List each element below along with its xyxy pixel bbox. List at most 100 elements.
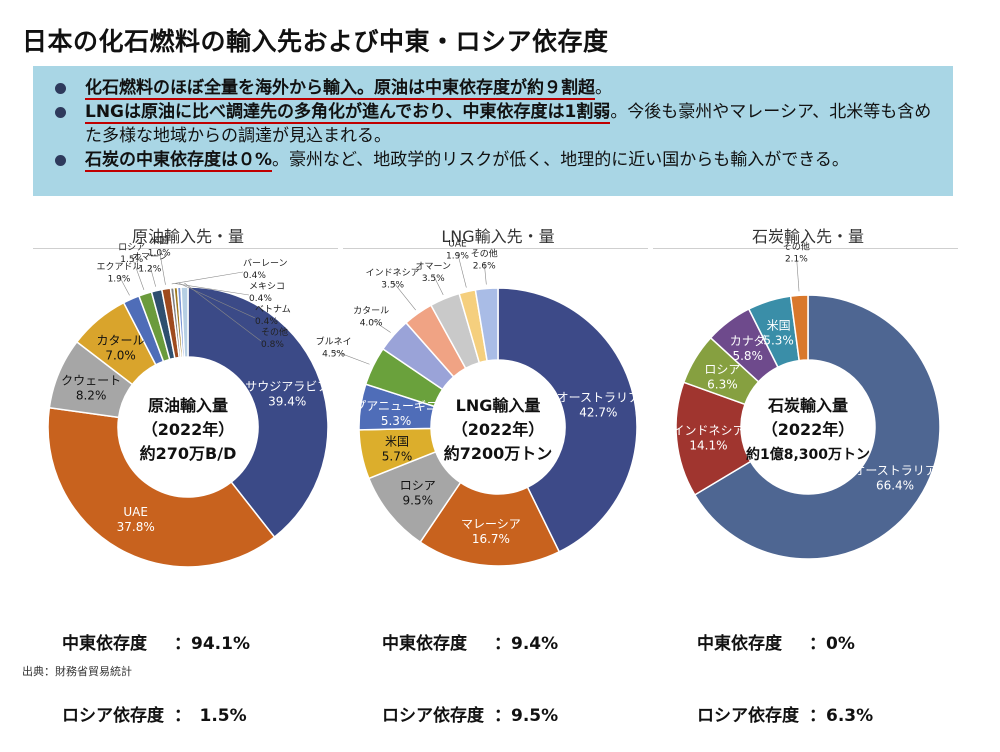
slice-label: カタール <box>97 334 145 348</box>
slice-label: その他 <box>261 326 288 338</box>
center-label: LNG輸入量 <box>456 396 541 415</box>
chart-title: 石炭輸入先・量 <box>751 227 864 246</box>
leader-line <box>457 252 467 288</box>
center-label: 約1億8,300万トン <box>746 446 870 463</box>
slice-value-label: 1.2% <box>138 264 161 274</box>
lng-chart: LNG輸入先・量 オーストラリア 42.7% マレーシア 16.7% ロシア 9.5% 米国… <box>316 220 653 580</box>
pie-slice <box>187 286 329 539</box>
russia-label: ロシア依存度 <box>62 706 164 726</box>
slice-label: 米国 <box>385 434 409 448</box>
slice-value-label: 5.8% <box>732 349 763 363</box>
slice-value-label: 3.5% <box>381 280 404 290</box>
slice-value-label: 9.5% <box>403 494 434 508</box>
slice-value-label: 1.0% <box>148 248 171 258</box>
slice-label: その他 <box>471 248 498 260</box>
pie-slice <box>789 294 809 362</box>
slice-label: UAE <box>123 505 148 519</box>
bullet-dot <box>55 83 66 94</box>
slice-label: ロシア <box>400 479 436 493</box>
bullet-text: 。今後も豪州やマレーシア、北米等も含めた多様な地域からの調達が見込まれる。 <box>85 102 932 146</box>
slice-label: サウジアラビア <box>245 380 329 394</box>
coal-dependency: 中東依存度 ：0% ロシア依存度 ：6.3% <box>697 584 873 752</box>
slice-label: オーストラリア <box>557 391 640 405</box>
leader-line <box>149 265 156 287</box>
pie-slice <box>497 287 638 553</box>
leader-line <box>370 319 391 333</box>
slice-value-label: 1.9% <box>446 252 469 262</box>
slice-value-label: 14.1% <box>689 439 727 453</box>
slice-value-label: 2.6% <box>473 262 496 272</box>
leader-line <box>131 255 145 291</box>
slice-label: ロシア <box>118 243 145 253</box>
middle-east-value: ：0% <box>809 634 855 654</box>
slice-value-label: 66.4% <box>876 478 914 492</box>
page-title: 日本の化石燃料の輸入先および中東・ロシア依存度 <box>22 27 609 56</box>
source-note: 出典：財務省貿易統計 <box>22 665 132 678</box>
slice-value-label: 6.3% <box>707 377 738 391</box>
slice-label: インドネシア <box>672 424 744 438</box>
pie-slice <box>180 286 189 358</box>
slice-value-label: 0.4% <box>249 294 272 304</box>
chart-title: LNG輸入先・量 <box>441 227 555 246</box>
slice-value-label: 42.7% <box>579 406 617 420</box>
center-label: 約7200万トン <box>444 444 553 463</box>
summary-bullet: 石炭の中東依存度は０%。豪州など、地政学的リスクが低く、地理的に近い国からも輸入… <box>55 148 939 172</box>
leader-line <box>158 249 166 285</box>
center-label: （2022年） <box>452 420 545 439</box>
slice-value-label: 37.8% <box>117 520 155 534</box>
middle-east-value: ：94.1% <box>174 634 250 654</box>
chart-title-rule <box>653 248 958 249</box>
slice-value-label: 1.9% <box>108 275 131 285</box>
slice-value-label: 16.7% <box>472 532 510 546</box>
summary-bullet: LNGは原油に比べ調達先の多角化が進んでおり、中東依存度は1割弱。今後も豪州やマ… <box>55 100 939 148</box>
slice-label: ベトナム <box>255 304 291 315</box>
lng-dependency: 中東依存度 ：9.4% ロシア依存度 ：9.5% <box>382 584 558 752</box>
leader-line <box>432 274 444 296</box>
bullet-dot <box>55 155 66 166</box>
bullet-dot <box>55 107 66 118</box>
slice-label: インドネシア <box>366 267 420 278</box>
bullet-emphasis: 化石燃料のほぼ全量を海外から輸入。原油は中東依存度が約９割超 <box>85 78 595 100</box>
slice-label: オーストラリア <box>853 463 936 477</box>
center-label: （2022年） <box>762 420 855 439</box>
bullet-emphasis: LNGは原油に比べ調達先の多角化が進んでおり、中東依存度は1割弱 <box>85 102 611 124</box>
slice-value-label: 7.0% <box>105 349 136 363</box>
bullet-text: 。 <box>595 78 612 98</box>
slice-label: パプアニューギニア <box>342 399 450 413</box>
slice-label: その他 <box>783 240 810 252</box>
slice-label: オマーン <box>415 261 451 272</box>
pie-slice <box>474 287 499 362</box>
chart-title: 原油輸入先・量 <box>131 227 244 246</box>
slice-value-label: 0.4% <box>243 271 266 281</box>
leader-line <box>178 283 256 319</box>
russia-value: ：6.3% <box>809 706 874 726</box>
middle-east-label: 中東依存度 <box>62 634 147 654</box>
slice-value-label: 39.4% <box>268 395 306 409</box>
slice-label: メキシコ <box>249 282 285 292</box>
middle-east-label: 中東依存度 <box>382 634 467 654</box>
middle-east-label: 中東依存度 <box>697 634 782 654</box>
russia-label: ロシア依存度 <box>382 706 484 726</box>
slice-value-label: 5.3% <box>763 333 794 347</box>
slice-value-label: 5.3% <box>381 414 412 428</box>
middle-east-value: ：9.4% <box>494 634 559 654</box>
russia-label: ロシア依存度 <box>697 706 799 726</box>
slice-value-label: 1.5% <box>120 255 143 265</box>
slice-value-label: 0.4% <box>255 317 278 327</box>
summary-bullet: 化石燃料のほぼ全量を海外から輸入。原油は中東依存度が約９割超。 <box>55 76 939 100</box>
slice-value-label: 3.5% <box>422 274 445 284</box>
chart-title-rule <box>343 248 648 249</box>
slice-label: ブルネイ <box>316 336 352 348</box>
leader-line <box>333 350 370 365</box>
slice-label: カナダ <box>730 333 766 348</box>
slice-label: オマーン <box>132 251 168 262</box>
crude-oil-chart: 原油輸入先・量 サウジアラビア 39.4% UAE 37.8% クウェート 8.2% カター… <box>33 220 343 580</box>
center-label: 約270万B/D <box>140 444 237 463</box>
leader-line <box>796 255 800 292</box>
slice-label: 米国 <box>150 234 168 246</box>
coal-chart: 石炭輸入先・量 オーストラリア 66.4% インドネシア 14.1% ロシア 6.3% カナ… <box>653 220 963 580</box>
center-label: （2022年） <box>142 420 235 439</box>
slice-label: カタール <box>353 305 389 316</box>
